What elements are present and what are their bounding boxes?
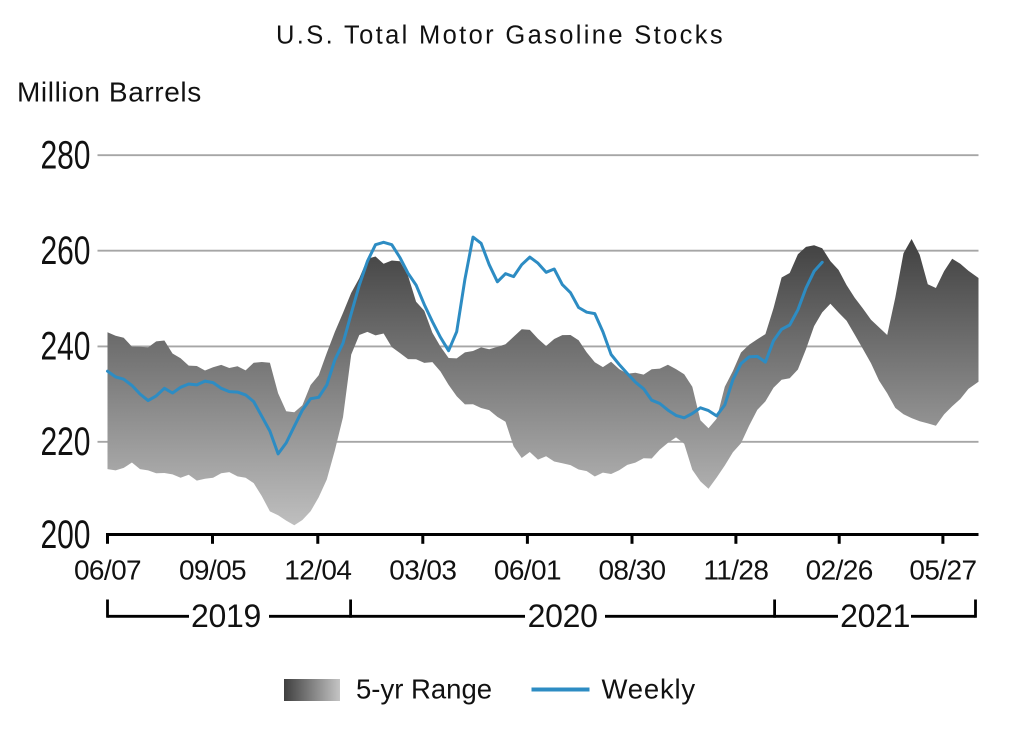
svg-text:09/05: 09/05	[179, 555, 246, 586]
svg-text:200: 200	[40, 513, 90, 557]
svg-text:U.S. Total Motor Gasoline Stoc: U.S. Total Motor Gasoline Stocks	[276, 22, 725, 50]
svg-text:06/01: 06/01	[494, 555, 561, 586]
svg-text:280: 280	[40, 133, 90, 177]
svg-text:11/28: 11/28	[703, 555, 768, 586]
svg-text:Weekly: Weekly	[602, 673, 696, 704]
svg-text:220: 220	[40, 420, 90, 464]
svg-text:06/07: 06/07	[74, 555, 141, 586]
svg-text:2021: 2021	[840, 598, 910, 634]
svg-text:02/26: 02/26	[806, 555, 873, 586]
svg-text:08/30: 08/30	[598, 555, 665, 586]
svg-text:2019: 2019	[191, 598, 261, 634]
svg-text:2020: 2020	[528, 598, 598, 634]
svg-text:03/03: 03/03	[389, 555, 456, 586]
svg-text:260: 260	[40, 229, 90, 273]
svg-text:5-yr Range: 5-yr Range	[356, 673, 492, 704]
svg-text:12/04: 12/04	[284, 555, 351, 586]
svg-text:05/27: 05/27	[909, 555, 976, 586]
svg-text:240: 240	[40, 325, 90, 369]
svg-text:Million Barrels: Million Barrels	[17, 77, 202, 108]
